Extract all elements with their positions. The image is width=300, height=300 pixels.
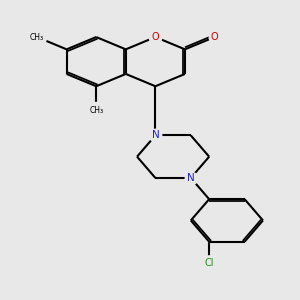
Text: CH₃: CH₃	[30, 33, 44, 42]
Text: Cl: Cl	[204, 258, 214, 268]
Text: N: N	[152, 130, 159, 140]
Text: N: N	[187, 173, 195, 183]
Text: CH₃: CH₃	[89, 106, 103, 115]
Text: O: O	[211, 32, 218, 42]
Text: O: O	[152, 32, 159, 42]
